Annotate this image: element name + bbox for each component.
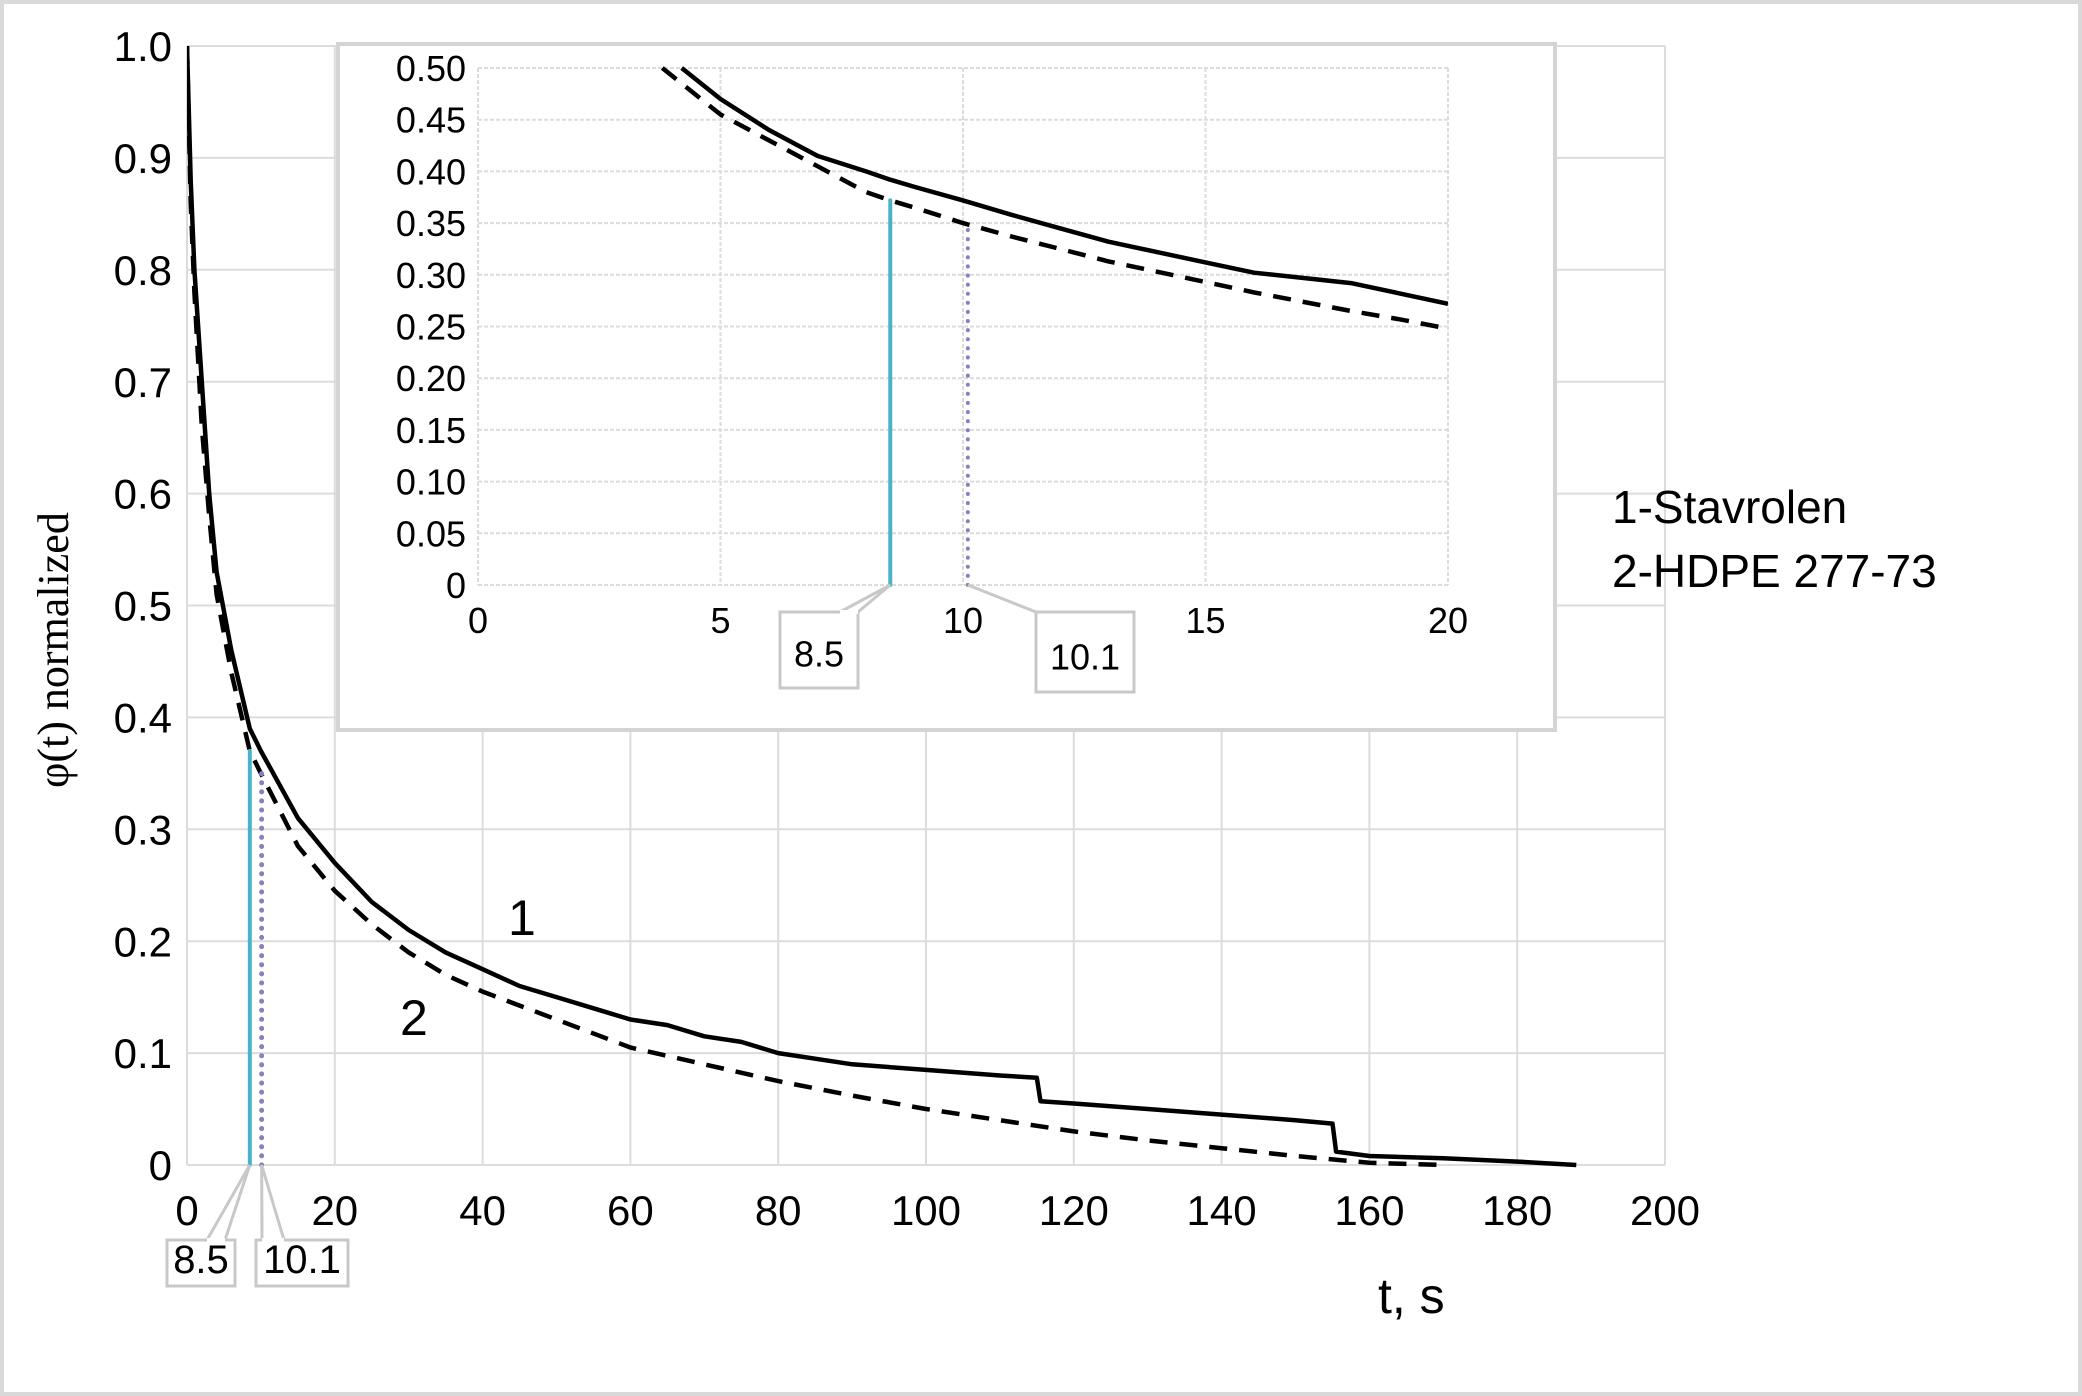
- callout-box: [778, 610, 860, 690]
- x-tick-label: 0: [175, 1187, 198, 1234]
- series-line-2: [660, 66, 1448, 331]
- x-tick-label: 100: [891, 1187, 961, 1234]
- y-tick-label: 0.3: [114, 806, 172, 853]
- x-tick-label: 200: [1630, 1187, 1700, 1234]
- series-line-1: [187, 45, 1577, 1168]
- y-tick-label: 0.4: [114, 695, 172, 742]
- y-tick-label: 0.40: [396, 151, 466, 192]
- y-tick-label: 0.10: [396, 462, 466, 503]
- y-tick-label: 0.50: [396, 48, 466, 89]
- callout-box: [254, 1238, 350, 1288]
- x-tick-label: 0: [468, 600, 488, 641]
- callout-10.1: 10.1: [967, 583, 1136, 694]
- callout-label: 8.5: [173, 1238, 229, 1282]
- y-tick-label: 0.9: [114, 135, 172, 182]
- y-tick-label: 0.5: [114, 583, 172, 630]
- inset-series: [660, 66, 1448, 331]
- series-line-1: [680, 66, 1448, 306]
- legend-entry-2: 2-HDPE 277-73: [1612, 545, 1937, 597]
- x-tick-label: 140: [1187, 1187, 1257, 1234]
- series-line-2: [187, 45, 1444, 1168]
- y-tick-label: 0.1: [114, 1030, 172, 1077]
- legend: 1-Stavrolen 2-HDPE 277-73: [1612, 481, 1937, 597]
- x-tick-label: 120: [1039, 1187, 1109, 1234]
- y-tick-label: 0.25: [396, 306, 466, 347]
- y-axis-label: φ(t) normalized: [29, 512, 78, 788]
- x-tick-label: 10: [943, 600, 983, 641]
- callout-10.1: 10.1: [254, 1164, 350, 1288]
- y-tick-label: 0.2: [114, 918, 172, 965]
- inset-chart: 8.5 10.1 0 5 10 15 20 0 0.05 0.10 0.15 0.20 0.25 0.3…: [336, 42, 1557, 732]
- y-tick-label: 0.05: [396, 513, 466, 554]
- x-tick-label: 160: [1334, 1187, 1404, 1234]
- inset-markers: 8.5 10.1: [778, 198, 1136, 694]
- x-tick-label: 60: [607, 1187, 654, 1234]
- x-tick-label: 180: [1482, 1187, 1552, 1234]
- callout-label: 8.5: [794, 634, 844, 675]
- inset-tick-labels: 0 5 10 15 20 0 0.05 0.10 0.15 0.20 0.25 0.30 0.35 0.4…: [396, 48, 1468, 641]
- y-tick-label: 0: [446, 565, 466, 606]
- main-curve-label-1: 1: [508, 890, 536, 946]
- callout-box: [1034, 610, 1136, 694]
- x-tick-label: 20: [311, 1187, 358, 1234]
- main-markers: 8.5 10.1: [165, 748, 350, 1288]
- legend-entry-1: 1-Stavrolen: [1612, 481, 1847, 533]
- main-tick-labels: 0 20 40 60 80 100 120 140 160 180 20000.10.20.30.4…: [114, 23, 1700, 1234]
- y-tick-label: 0.45: [396, 100, 466, 141]
- callout-8.5: 8.5: [165, 1164, 252, 1288]
- main-series: [187, 45, 1577, 1168]
- main-curve-label-2: 2: [400, 990, 428, 1046]
- y-tick-label: 1.0: [114, 23, 172, 70]
- x-axis-label: t, s: [1378, 1268, 1445, 1324]
- x-tick-label: 20: [1428, 600, 1468, 641]
- x-tick-label: 40: [459, 1187, 506, 1234]
- inset-grid: [477, 67, 1449, 586]
- callout-pointer: [204, 1164, 252, 1242]
- y-tick-label: 0.20: [396, 358, 466, 399]
- y-tick-label: 0.8: [114, 247, 172, 294]
- callout-label: 10.1: [1050, 637, 1120, 678]
- y-tick-label: 0.7: [114, 359, 172, 406]
- callout-label: 10.1: [263, 1238, 341, 1282]
- y-tick-label: 0: [149, 1142, 172, 1189]
- y-tick-label: 0.6: [114, 471, 172, 518]
- x-tick-label: 5: [710, 600, 730, 641]
- y-tick-label: 0.15: [396, 410, 466, 451]
- callout-pointer: [260, 1164, 287, 1242]
- callout-8.5: 8.5: [778, 583, 892, 690]
- x-tick-label: 15: [1185, 600, 1225, 641]
- callout-box: [165, 1238, 237, 1288]
- y-tick-label: 0.30: [396, 255, 466, 296]
- y-tick-label: 0.35: [396, 203, 466, 244]
- inset-frame: [336, 42, 1557, 732]
- x-tick-label: 80: [755, 1187, 802, 1234]
